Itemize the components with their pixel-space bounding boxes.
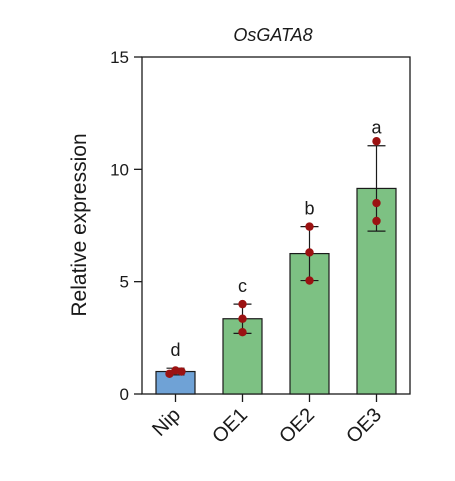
significance-letter: c	[238, 276, 247, 296]
x-tick-label: Nip	[148, 404, 185, 441]
data-point	[238, 299, 247, 309]
data-point	[372, 198, 381, 208]
x-tick-label: OE2	[275, 404, 319, 448]
data-point	[372, 216, 381, 226]
data-point	[238, 328, 247, 337]
data-point	[177, 367, 186, 376]
significance-letter: b	[304, 199, 314, 219]
data-point	[305, 276, 314, 285]
y-tick-label: 10	[110, 160, 129, 179]
significance-letter: d	[170, 340, 180, 360]
chart-title: OsGATA8	[233, 25, 312, 45]
data-point	[372, 137, 381, 146]
data-point	[305, 248, 314, 257]
data-point	[305, 222, 314, 231]
y-axis-label: Relative expression	[68, 133, 91, 316]
x-tick-label: OE3	[342, 404, 386, 448]
y-tick-label: 15	[110, 48, 129, 67]
plot-frame	[141, 56, 411, 395]
plot-area: 0 5 10 15 d Nip c OE1 b OE2 a OE3	[110, 48, 411, 448]
x-tick-label: OE1	[208, 404, 252, 448]
data-point	[238, 314, 247, 323]
y-tick-label: 5	[120, 273, 129, 292]
significance-letter: a	[371, 118, 382, 138]
y-tick-label: 0	[120, 385, 129, 404]
